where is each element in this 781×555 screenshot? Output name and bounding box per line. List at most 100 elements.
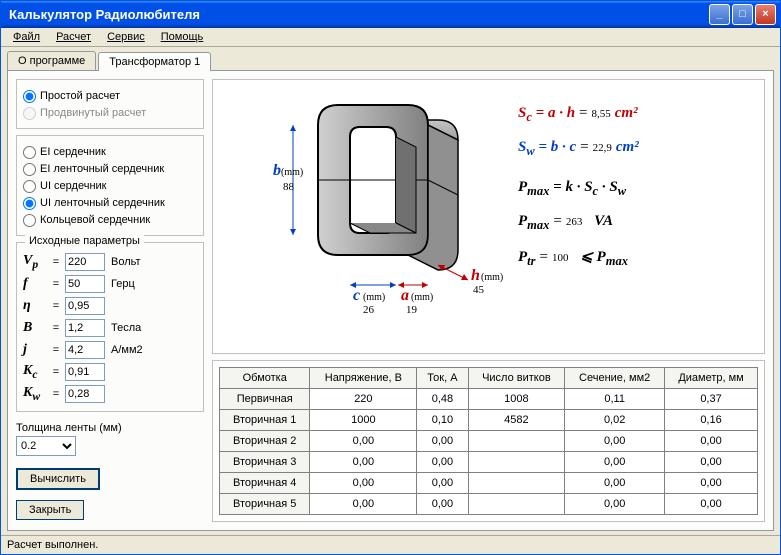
table-header: Диаметр, мм <box>665 367 758 388</box>
table-cell: 0,00 <box>417 451 468 472</box>
close-button[interactable]: × <box>755 4 776 25</box>
table-cell: Вторичная 2 <box>220 430 310 451</box>
table-header: Число витков <box>468 367 565 388</box>
minimize-button[interactable]: _ <box>709 4 730 25</box>
svg-text:(mm): (mm) <box>481 272 503 283</box>
formula-pmax2: Pmax= 263 VA <box>518 213 754 233</box>
table-header: Обмотка <box>220 367 310 388</box>
table-cell <box>468 493 565 514</box>
calculate-button[interactable]: Вычислить <box>16 468 100 490</box>
table-cell: 0,00 <box>565 493 665 514</box>
input-kw[interactable] <box>65 385 105 403</box>
table-cell: 0,00 <box>565 430 665 451</box>
table-header: Напряжение, В <box>310 367 417 388</box>
dim-b: b (mm) 88 <box>273 125 303 235</box>
menu-calc[interactable]: Расчет <box>48 29 99 45</box>
menubar: Файл Расчет Сервис Помощь <box>1 28 780 47</box>
params-group: Исходные параметры Vp=Вольт f=Герц η= B=… <box>16 242 204 412</box>
calc-mode-group: Простой расчет Продвинутый расчет <box>16 79 204 129</box>
table-cell: 0,00 <box>665 451 758 472</box>
formula-sw: Sw = b · c= 22,9 cm² <box>518 139 754 159</box>
tape-thickness-select[interactable]: 0.2 <box>16 436 76 456</box>
radio-simple-label: Простой расчет <box>40 90 120 102</box>
svg-text:(mm): (mm) <box>363 292 385 303</box>
window-title: Калькулятор Радиолюбителя <box>5 7 709 22</box>
table-row: Вторичная 20,000,000,000,00 <box>220 430 758 451</box>
table-cell: 0,00 <box>665 493 758 514</box>
radio-ring-core[interactable]: Кольцевой сердечник <box>23 212 197 229</box>
input-j[interactable] <box>65 341 105 359</box>
table-cell: 0,00 <box>665 472 758 493</box>
svg-text:26: 26 <box>363 304 375 316</box>
core-svg: b (mm) 88 c (mm) 26 <box>223 90 503 320</box>
input-vp[interactable] <box>65 253 105 271</box>
table-cell: 220 <box>310 388 417 409</box>
tape-thickness-row: Толщина ленты (мм) 0.2 <box>16 418 204 460</box>
titlebar: Калькулятор Радиолюбителя _ □ × <box>1 1 780 28</box>
table-row: Вторичная 30,000,000,000,00 <box>220 451 758 472</box>
dim-c: c (mm) 26 <box>350 282 396 316</box>
table-cell: 0,00 <box>310 472 417 493</box>
table-row: Первичная2200,4810080,110,37 <box>220 388 758 409</box>
radio-ui-tape-core[interactable]: UI ленточный сердечник <box>23 195 197 212</box>
param-f: f=Герц <box>23 273 197 295</box>
params-title: Исходные параметры <box>25 235 144 247</box>
maximize-button[interactable]: □ <box>732 4 753 25</box>
param-vp: Vp=Вольт <box>23 251 197 273</box>
table-cell: Вторичная 1 <box>220 409 310 430</box>
table-cell <box>468 430 565 451</box>
table-cell: 0,00 <box>565 451 665 472</box>
radio-advanced-input <box>23 107 36 120</box>
tab-transformer1[interactable]: Трансформатор 1 <box>98 52 211 71</box>
table-cell: 0,37 <box>665 388 758 409</box>
close-panel-button[interactable]: Закрыть <box>16 500 84 520</box>
table-cell: 0,16 <box>665 409 758 430</box>
right-panel: b (mm) 88 c (mm) 26 <box>212 79 765 522</box>
table-cell: 0,02 <box>565 409 665 430</box>
svg-text:(mm): (mm) <box>281 167 303 178</box>
param-j: j=А/мм2 <box>23 339 197 361</box>
radio-simple-input[interactable] <box>23 90 36 103</box>
input-b[interactable] <box>65 319 105 337</box>
dim-h: h (mm) 45 <box>438 265 503 296</box>
svg-text:a: a <box>401 287 409 304</box>
param-kw: Kw= <box>23 383 197 405</box>
table-cell: 0,00 <box>417 493 468 514</box>
formula-ptr: Ptr= 100 ⩽ Pmax <box>518 247 754 269</box>
radio-ui-core[interactable]: UI сердечник <box>23 178 197 195</box>
tab-about[interactable]: О программе <box>7 51 96 70</box>
table-cell <box>468 472 565 493</box>
input-eta[interactable] <box>65 297 105 315</box>
svg-text:19: 19 <box>406 304 418 316</box>
left-panel: Простой расчет Продвинутый расчет EI сер… <box>16 79 204 522</box>
status-text: Расчет выполнен. <box>7 539 98 551</box>
radio-ei-core[interactable]: EI сердечник <box>23 144 197 161</box>
table-cell: 0,00 <box>417 472 468 493</box>
statusbar: Расчет выполнен. <box>1 535 780 554</box>
table-header: Ток, А <box>417 367 468 388</box>
radio-simple-calc[interactable]: Простой расчет <box>23 88 197 105</box>
table-cell: 0,48 <box>417 388 468 409</box>
menu-file[interactable]: Файл <box>5 29 48 45</box>
table-cell: 0,00 <box>417 430 468 451</box>
content-area: Простой расчет Продвинутый расчет EI сер… <box>7 70 774 531</box>
svg-text:88: 88 <box>283 181 295 193</box>
dim-a: a (mm) 19 <box>398 282 433 316</box>
menu-service[interactable]: Сервис <box>99 29 153 45</box>
param-kc: Kc= <box>23 361 197 383</box>
svg-text:c: c <box>353 287 360 304</box>
table-cell: Вторичная 5 <box>220 493 310 514</box>
formula-sc: Sc = a · h= 8,55 cm² <box>518 105 754 125</box>
windings-table: ОбмоткаНапряжение, ВТок, АЧисло витковСе… <box>219 367 758 515</box>
table-row: Вторичная 40,000,000,000,00 <box>220 472 758 493</box>
input-kc[interactable] <box>65 363 105 381</box>
svg-text:b: b <box>273 162 281 179</box>
table-header: Сечение, мм2 <box>565 367 665 388</box>
param-eta: η= <box>23 295 197 317</box>
table-cell: Первичная <box>220 388 310 409</box>
input-f[interactable] <box>65 275 105 293</box>
table-cell: Вторичная 3 <box>220 451 310 472</box>
app-window: Калькулятор Радиолюбителя _ □ × Файл Рас… <box>0 0 781 555</box>
menu-help[interactable]: Помощь <box>153 29 212 45</box>
radio-ei-tape-core[interactable]: EI ленточный сердечник <box>23 161 197 178</box>
